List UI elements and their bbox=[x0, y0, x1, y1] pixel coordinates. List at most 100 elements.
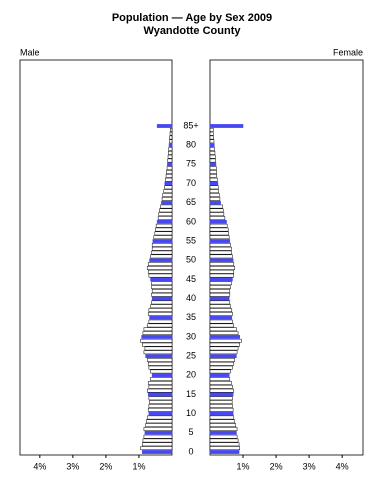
bar bbox=[209, 342, 240, 347]
bar bbox=[155, 227, 173, 232]
panel-label: Male bbox=[20, 47, 40, 57]
bar bbox=[169, 139, 173, 144]
bar bbox=[149, 400, 173, 405]
bar bbox=[209, 269, 235, 274]
bar bbox=[144, 430, 173, 435]
x-tick-label: 3% bbox=[303, 461, 316, 471]
bar bbox=[209, 392, 234, 397]
bar bbox=[148, 308, 173, 312]
bar bbox=[209, 427, 238, 431]
bar bbox=[209, 300, 231, 305]
y-tick-label: 20 bbox=[186, 370, 196, 380]
bar bbox=[145, 354, 173, 358]
bar bbox=[161, 197, 173, 201]
bar bbox=[170, 127, 173, 132]
bar bbox=[209, 407, 234, 412]
bar bbox=[209, 254, 233, 259]
bar bbox=[209, 208, 224, 213]
bar bbox=[209, 239, 231, 243]
bar bbox=[209, 158, 216, 163]
bar bbox=[142, 442, 173, 447]
y-tick-label: 70 bbox=[186, 178, 196, 188]
bar bbox=[209, 415, 235, 420]
bar bbox=[145, 423, 173, 428]
bar bbox=[151, 373, 173, 378]
bar bbox=[209, 338, 242, 343]
bar bbox=[147, 312, 173, 316]
chart-title: Population — Age by Sex 2009 bbox=[112, 12, 272, 24]
bar bbox=[148, 273, 173, 278]
bar bbox=[158, 212, 173, 217]
bar bbox=[209, 124, 244, 128]
bar bbox=[144, 346, 173, 351]
bar bbox=[209, 358, 236, 362]
bar bbox=[209, 131, 214, 136]
bar bbox=[146, 266, 173, 270]
bar bbox=[209, 327, 237, 332]
bar bbox=[143, 350, 173, 355]
bar bbox=[209, 373, 230, 378]
bar bbox=[160, 204, 173, 209]
bar bbox=[209, 235, 230, 240]
x-tick-label: 2% bbox=[99, 461, 112, 471]
bar bbox=[165, 177, 173, 182]
bar bbox=[209, 223, 228, 228]
bar bbox=[152, 239, 173, 243]
bar bbox=[150, 369, 173, 374]
bar bbox=[151, 296, 173, 301]
bar bbox=[147, 381, 173, 385]
bar bbox=[209, 150, 216, 155]
bar bbox=[209, 438, 239, 443]
bar bbox=[209, 384, 233, 389]
bar bbox=[164, 185, 173, 190]
bar bbox=[209, 296, 230, 301]
bar bbox=[146, 358, 173, 362]
bar bbox=[209, 127, 214, 132]
y-tick-label: 55 bbox=[186, 235, 196, 245]
bar bbox=[209, 266, 236, 270]
bar bbox=[154, 231, 173, 236]
bar bbox=[209, 177, 218, 182]
bar bbox=[149, 258, 173, 263]
bar bbox=[209, 162, 217, 167]
y-tick-label: 25 bbox=[186, 350, 196, 360]
chart-subtitle: Wyandotte County bbox=[144, 25, 242, 37]
bar bbox=[143, 327, 173, 332]
x-tick-label: 4% bbox=[33, 461, 46, 471]
bar bbox=[149, 315, 173, 320]
bar bbox=[209, 423, 237, 428]
bar bbox=[145, 419, 173, 424]
bar bbox=[209, 250, 232, 255]
bar bbox=[159, 208, 173, 213]
bar bbox=[168, 150, 173, 155]
bar bbox=[209, 312, 233, 316]
bar bbox=[209, 419, 236, 424]
bar bbox=[150, 254, 173, 259]
x-tick-label: 2% bbox=[270, 461, 283, 471]
bar bbox=[169, 135, 173, 140]
bar bbox=[167, 154, 173, 159]
bar bbox=[209, 204, 223, 209]
bar bbox=[148, 404, 173, 408]
bar bbox=[147, 361, 173, 366]
bar bbox=[166, 170, 173, 174]
bar bbox=[209, 227, 229, 232]
bar bbox=[209, 185, 219, 190]
bar bbox=[150, 377, 173, 381]
bar bbox=[141, 335, 173, 339]
bar bbox=[209, 216, 226, 220]
bar bbox=[168, 143, 173, 148]
bar bbox=[209, 442, 240, 447]
bar bbox=[140, 446, 173, 451]
bar bbox=[151, 285, 173, 289]
bar bbox=[142, 450, 173, 454]
bar bbox=[163, 189, 173, 194]
bar bbox=[167, 162, 173, 167]
bar bbox=[151, 292, 173, 297]
y-tick-label: 65 bbox=[186, 197, 196, 207]
bar bbox=[209, 277, 233, 282]
bar bbox=[209, 369, 231, 374]
bar bbox=[151, 243, 173, 247]
x-tick-label: 1% bbox=[132, 461, 145, 471]
bar bbox=[151, 246, 173, 251]
